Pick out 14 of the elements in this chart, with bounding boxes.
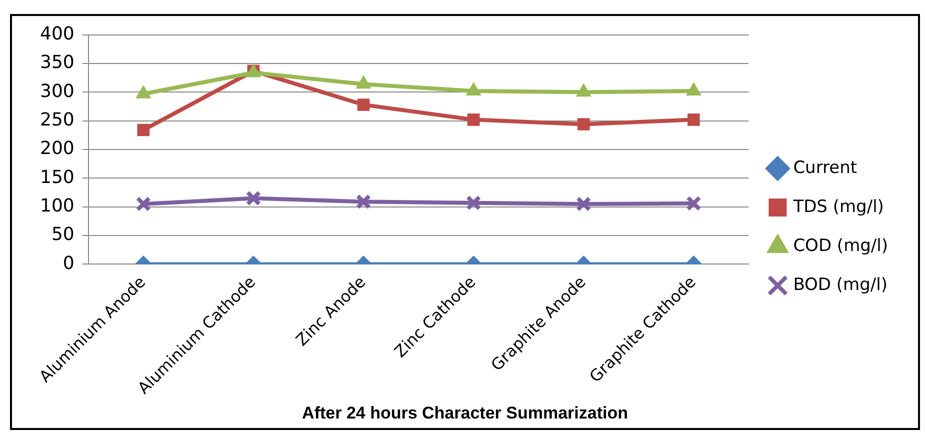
y-tick-label: 200 (40, 138, 74, 160)
y-tick-label: 300 (40, 80, 74, 102)
y-tick-label: 100 (40, 196, 74, 217)
y-tick-label: 400 (40, 23, 74, 44)
y-tick-label: 350 (40, 52, 74, 74)
y-tick-label: 0 (62, 252, 74, 274)
legend-label: TDS (mg/l) (792, 196, 884, 217)
legend-label: BOD (mg/l) (793, 274, 888, 295)
text: After 24 hours Character Summarization (302, 403, 628, 422)
legend-label: COD (mg/l) (793, 236, 888, 256)
y-tick-label: 250 (40, 109, 74, 130)
y-tick-label: 50 (51, 224, 74, 246)
legend-label: Current (793, 158, 858, 178)
y-tick-label: 150 (40, 166, 74, 188)
